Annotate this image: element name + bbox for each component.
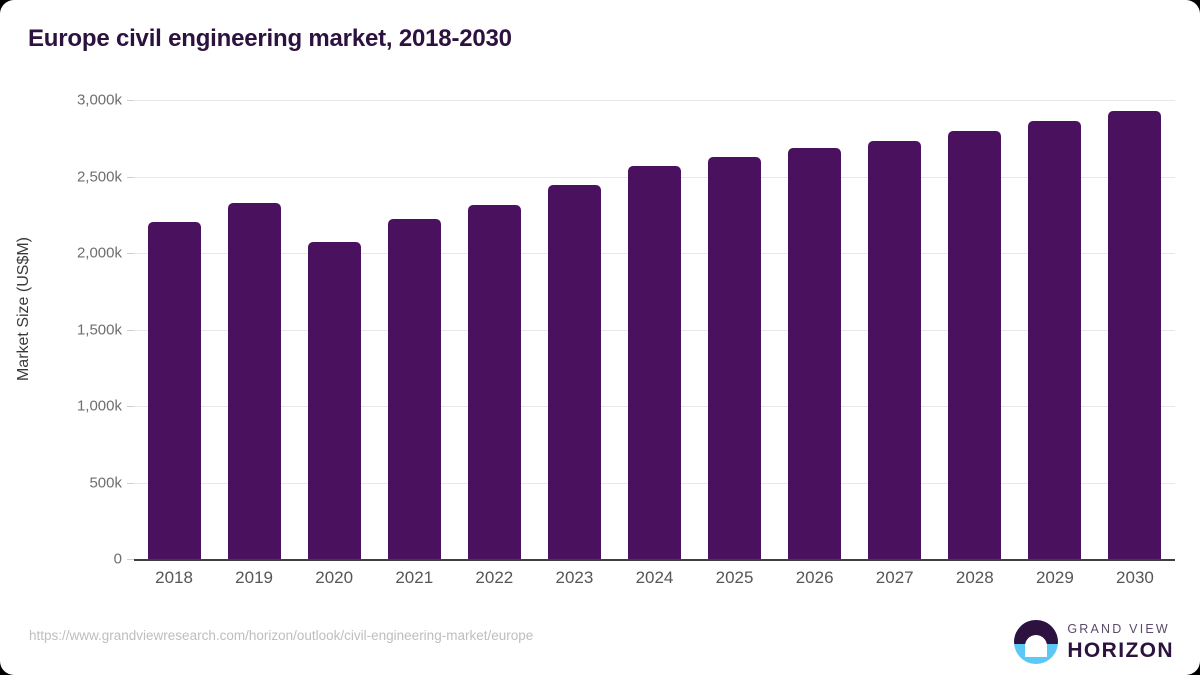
y-tick-mark (127, 559, 134, 560)
bar-2027[interactable] (868, 141, 922, 559)
bar-2021[interactable] (387, 218, 441, 559)
plot-area (134, 100, 1175, 559)
bar-2024[interactable] (627, 165, 681, 559)
bar-2026[interactable] (788, 148, 842, 559)
x-tick-label-2027: 2027 (875, 568, 914, 587)
bar-2019[interactable] (227, 202, 281, 559)
y-tick-mark (127, 406, 134, 407)
x-tick-label-2026: 2026 (795, 568, 834, 587)
bar-slot (614, 100, 694, 559)
x-tick-label-2028: 2028 (955, 568, 994, 587)
x-tick-label-2029: 2029 (1035, 568, 1074, 587)
logo-water-line-1 (1027, 649, 1046, 652)
y-tick-mark (127, 482, 134, 484)
bar-slot (134, 100, 214, 559)
x-axis-line (134, 559, 1175, 561)
bar-slot (294, 100, 374, 559)
bar-slot (1095, 100, 1175, 559)
bar-slot (935, 100, 1015, 559)
gridline (134, 100, 1175, 101)
y-tick-label: 1,500k (76, 321, 122, 338)
x-tick-label-2022: 2022 (475, 568, 514, 587)
bar-slot (534, 100, 614, 559)
y-tick-label: 2,500k (76, 168, 122, 185)
bar-2020[interactable] (307, 241, 361, 559)
bar-slot (374, 100, 454, 559)
bar-2028[interactable] (948, 131, 1002, 559)
bar-2018[interactable] (147, 221, 201, 559)
y-tick-mark (127, 100, 134, 101)
x-tick-label-2024: 2024 (635, 568, 674, 587)
grand-view-horizon-logo: GRAND VIEW HORIZON (1014, 620, 1174, 664)
y-tick-label: 2,000k (76, 244, 122, 262)
horizon-sun-icon (1014, 620, 1059, 664)
x-tick-label-2030: 2030 (1116, 568, 1154, 587)
logo-text-block: GRAND VIEW HORIZON (1067, 623, 1174, 661)
y-axis-tick-labels: 0 500k 1,000k 1,500k 2,000k 2,500k 3,000k (0, 0, 122, 675)
bar-slot (855, 100, 935, 559)
bar-2029[interactable] (1028, 121, 1082, 559)
bar-slot (454, 100, 534, 559)
bar-2025[interactable] (708, 156, 762, 559)
y-tick-mark (127, 253, 134, 254)
y-tick-label: 1,000k (76, 397, 122, 415)
x-tick-label-2019: 2019 (235, 568, 273, 587)
y-tick-label: 0 (113, 550, 122, 568)
x-tick-label-2021: 2021 (395, 568, 434, 587)
bar-slot (1015, 100, 1095, 559)
logo-brand-grand-view: GRAND VIEW (1067, 622, 1170, 637)
x-tick-label-2025: 2025 (715, 568, 754, 587)
logo-water-line-2 (1030, 653, 1042, 657)
x-tick-label-2018: 2018 (155, 568, 193, 587)
bar-slot (214, 100, 294, 559)
y-tick-label: 3,000k (76, 91, 122, 109)
source-url[interactable]: https://www.grandviewresearch.com/horizo… (29, 628, 534, 643)
bar-2023[interactable] (547, 184, 601, 559)
y-tick-mark (127, 329, 134, 331)
bar-slot (695, 100, 775, 559)
chart-title: Europe civil engineering market, 2018-20… (28, 25, 512, 52)
bar-slot (775, 100, 855, 559)
x-tick-label-2023: 2023 (555, 568, 594, 587)
bar-2022[interactable] (467, 204, 521, 559)
y-tick-label: 500k (89, 474, 122, 491)
y-tick-mark (127, 176, 134, 178)
logo-brand-horizon: HORIZON (1067, 638, 1174, 662)
x-tick-label-2020: 2020 (315, 568, 354, 587)
bar-2030[interactable] (1108, 111, 1162, 559)
